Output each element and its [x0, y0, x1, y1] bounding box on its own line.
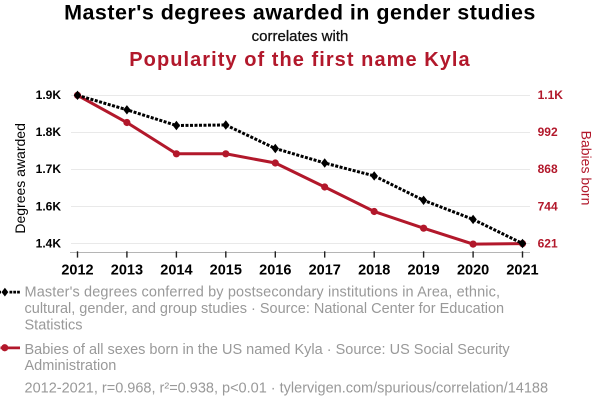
svg-text:1.8K: 1.8K	[36, 125, 62, 139]
svg-text:Degrees awarded: Degrees awarded	[12, 123, 28, 234]
svg-text:Master's degrees awarded in ge: Master's degrees awarded in gender studi…	[64, 0, 536, 24]
svg-text:correlates with: correlates with	[252, 28, 349, 45]
svg-text:621: 621	[538, 236, 558, 250]
svg-text:1.1K: 1.1K	[538, 88, 564, 102]
svg-text:Babies of all sexes born in th: Babies of all sexes born in the US named…	[25, 342, 511, 358]
svg-text:Master's degrees conferred by: Master's degrees conferred by postsecond…	[25, 284, 501, 300]
svg-text:Administration: Administration	[25, 358, 117, 374]
svg-text:Popularity of the first name K: Popularity of the first name Kyla	[129, 49, 470, 71]
svg-text:1.6K: 1.6K	[36, 199, 62, 213]
svg-text:992: 992	[538, 125, 558, 139]
svg-text:2013: 2013	[111, 262, 143, 278]
svg-text:2012: 2012	[61, 262, 93, 278]
svg-text:2015: 2015	[210, 262, 242, 278]
svg-text:2016: 2016	[259, 262, 291, 278]
svg-text:744: 744	[538, 199, 558, 213]
svg-text:2017: 2017	[309, 262, 341, 278]
svg-text:2018: 2018	[358, 262, 390, 278]
svg-text:2020: 2020	[457, 262, 489, 278]
svg-text:1.4K: 1.4K	[36, 236, 62, 250]
svg-text:2014: 2014	[160, 262, 192, 278]
svg-text:2019: 2019	[407, 262, 439, 278]
svg-text:2021: 2021	[506, 262, 538, 278]
svg-text:Babies born: Babies born	[579, 131, 595, 206]
svg-text:1.7K: 1.7K	[36, 162, 62, 176]
svg-text:868: 868	[538, 162, 558, 176]
svg-text:2012-2021, r=0.968, r²=0.938,: 2012-2021, r=0.968, r²=0.938, p<0.01 · t…	[25, 380, 549, 396]
svg-text:cultural, gender, and group st: cultural, gender, and group studies · So…	[25, 301, 505, 317]
svg-text:Statistics: Statistics	[25, 317, 83, 333]
svg-text:1.9K: 1.9K	[36, 88, 62, 102]
